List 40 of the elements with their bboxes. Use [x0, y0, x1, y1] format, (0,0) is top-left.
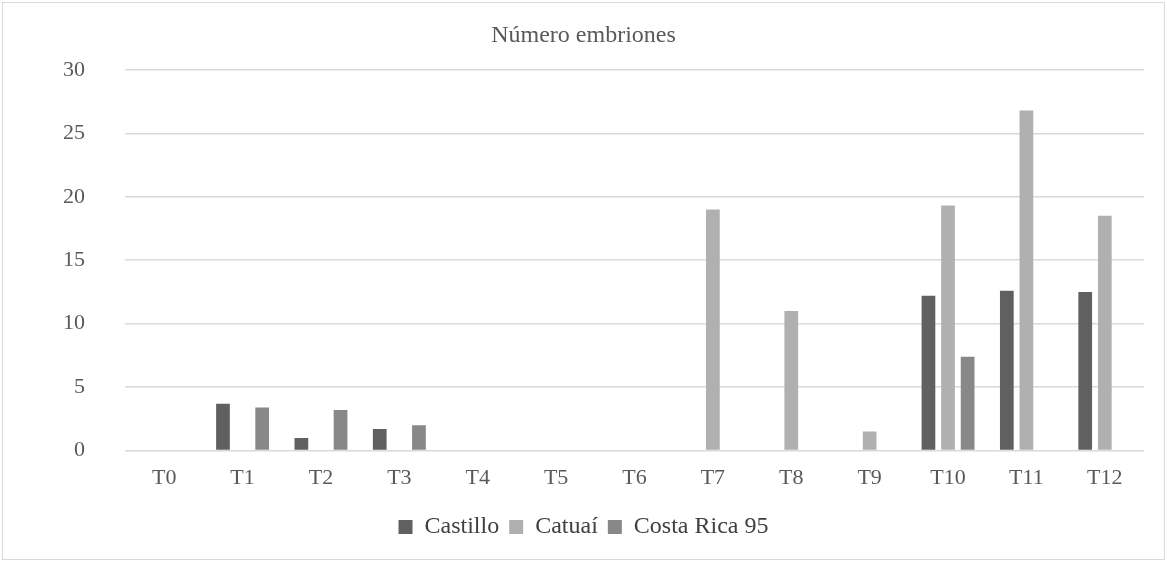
bar	[412, 425, 426, 450]
bar	[1078, 291, 1093, 450]
x-tick-label: T6	[622, 463, 647, 489]
bar	[294, 437, 309, 450]
bar	[333, 409, 348, 450]
legend-label: Castillo	[424, 512, 500, 539]
bar	[921, 295, 936, 450]
y-tick-label: 25	[63, 119, 85, 145]
bar	[960, 356, 975, 450]
bar	[941, 205, 955, 450]
x-tick-label: T9	[857, 463, 882, 489]
x-tick-label: T8	[779, 463, 804, 489]
x-tick-label: T7	[700, 463, 726, 489]
x-tick-label: T0	[151, 463, 177, 489]
bar	[216, 403, 230, 450]
legend-label: Catuaí	[535, 512, 599, 539]
y-tick-label: 0	[74, 436, 85, 462]
y-tick-label: 10	[63, 309, 85, 335]
x-tick-label: T3	[387, 463, 412, 489]
x-tick-label: T12	[1087, 463, 1123, 489]
bar	[999, 290, 1014, 450]
bar	[255, 407, 270, 450]
x-tick-label: T5	[543, 463, 569, 489]
y-tick-label: 30	[63, 55, 85, 81]
x-tick-label: T10	[930, 463, 966, 489]
bar	[706, 209, 720, 450]
x-tick-label: T11	[1009, 463, 1044, 489]
y-tick-label: 5	[74, 372, 85, 398]
y-tick-label: 15	[63, 245, 85, 271]
bar	[372, 429, 387, 450]
chart-title: Número embriones	[491, 20, 676, 47]
bar	[1019, 110, 1034, 450]
x-tick-label: T1	[230, 463, 255, 489]
x-tick-label: T4	[465, 463, 490, 489]
y-tick-label: 20	[63, 182, 85, 208]
x-tick-label: T2	[308, 463, 334, 489]
bar	[862, 431, 877, 450]
legend-label: Costa Rica 95	[633, 512, 769, 539]
bar	[784, 310, 799, 450]
bar	[1097, 215, 1112, 450]
